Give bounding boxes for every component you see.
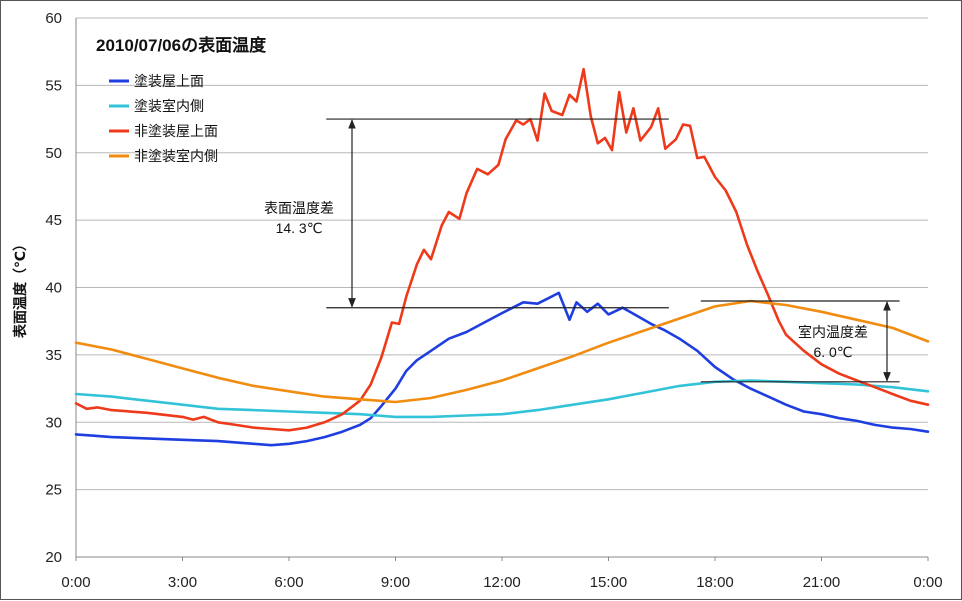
y-tick-label: 50 (45, 145, 62, 162)
x-tick-label: 0:00 (61, 574, 90, 591)
series-line-4 (74, 299, 930, 404)
y-axis-label: 表面温度（℃） (12, 237, 28, 339)
legend-label: 塗装室内側 (134, 98, 204, 114)
x-tick-label: 15:00 (590, 574, 628, 591)
x-tick-label: 21:00 (803, 574, 841, 591)
annotation-value: 14. 3℃ (276, 220, 323, 236)
chart-title: 2010/07/06の表面温度 (96, 35, 267, 55)
x-tick-label: 9:00 (381, 574, 410, 591)
y-tick-label: 30 (45, 414, 62, 431)
y-tick-label: 40 (45, 280, 62, 297)
y-tick-label: 35 (45, 347, 62, 364)
series-line-3 (74, 67, 930, 432)
x-tick-label: 0:00 (913, 574, 942, 591)
legend-label: 非塗装室内側 (134, 148, 218, 164)
annotation-label: 室内温度差 (798, 324, 868, 340)
y-tick-label: 60 (45, 10, 62, 27)
y-tick-label: 20 (45, 549, 62, 566)
x-tick-label: 18:00 (696, 574, 734, 591)
series-line-1 (74, 291, 930, 447)
x-tick-label: 3:00 (168, 574, 197, 591)
legend-label: 非塗装屋上面 (134, 123, 218, 139)
x-tick-label: 6:00 (274, 574, 303, 591)
y-tick-label: 45 (45, 212, 62, 229)
x-tick-label: 12:00 (483, 574, 521, 591)
y-tick-label: 25 (45, 482, 62, 499)
reference-lines (326, 118, 900, 383)
annotation-label: 表面温度差 (264, 200, 334, 216)
x-tick-labels: 0:00 3:00 6:00 9:00 12:00 15:00 18:00 21:00 0:00 (61, 557, 943, 591)
annotations: 表面温度差 14. 3℃ 室内温度差 6. 0℃ (264, 119, 891, 382)
legend-label: 塗装屋上面 (134, 73, 204, 89)
y-tick-labels: 20 25 30 35 40 45 50 55 60 (45, 10, 62, 566)
annotation-value: 6. 0℃ (813, 344, 852, 360)
y-tick-label: 55 (45, 77, 62, 94)
